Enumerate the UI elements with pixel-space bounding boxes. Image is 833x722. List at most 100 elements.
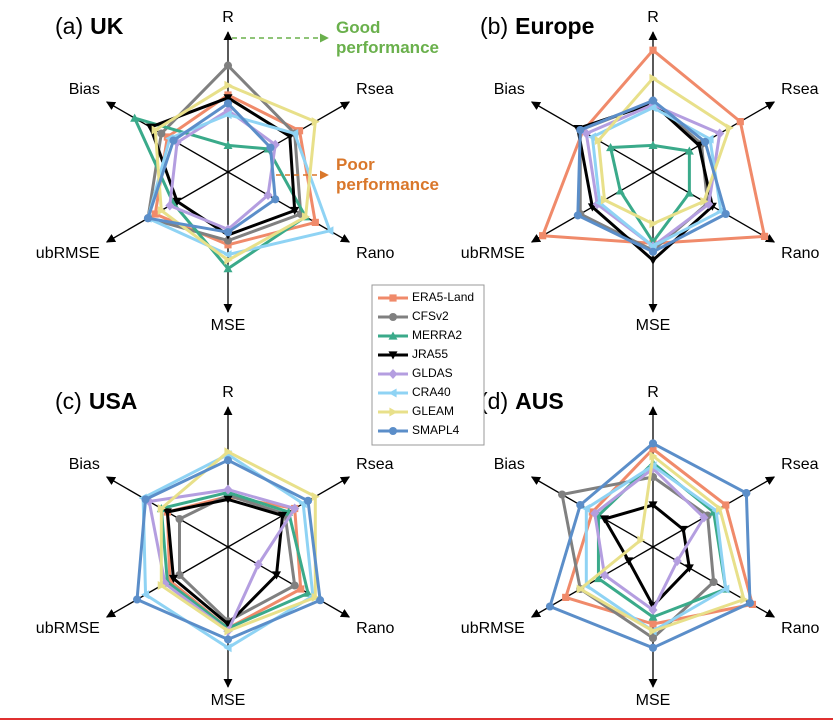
panel-name: AUS [515, 388, 564, 414]
axis-label: Rsea [781, 456, 818, 473]
data-point [297, 585, 305, 593]
axis-label: ubRMSE [36, 620, 100, 637]
data-point [316, 596, 325, 605]
annotation: Good performance [336, 18, 439, 57]
data-point [223, 110, 232, 120]
legend-marker [389, 407, 398, 417]
data-point [587, 132, 596, 142]
data-point [295, 127, 304, 135]
axis-label: Bias [494, 81, 525, 98]
panel-label: (a) [55, 13, 83, 39]
data-point [145, 123, 155, 132]
data-point [168, 574, 178, 583]
data-point [141, 590, 150, 600]
panel-label: (c) [55, 388, 82, 414]
data-point [576, 125, 585, 135]
data-point [694, 141, 704, 150]
axis-label: R [647, 9, 659, 26]
axis-label: R [647, 384, 659, 401]
data-point [648, 103, 657, 113]
data-point [721, 584, 730, 594]
data-point [684, 564, 694, 573]
data-point [558, 490, 567, 499]
data-point [223, 620, 233, 629]
legend-marker [388, 331, 398, 340]
data-point [615, 186, 625, 195]
axis-label: MSE [211, 317, 246, 334]
axis-label: Bias [494, 456, 525, 473]
data-point [649, 451, 658, 461]
annotation: Poor performance [336, 155, 439, 194]
data-point [648, 439, 658, 448]
axis-label: MSE [211, 692, 246, 709]
axis-label: Rano [356, 620, 394, 637]
axis-label: MSE [636, 317, 671, 334]
data-point [290, 206, 300, 215]
data-point [151, 125, 160, 135]
panel-name: Europe [515, 13, 594, 39]
data-point [311, 117, 320, 127]
data-point [576, 500, 585, 510]
data-point [223, 61, 233, 70]
panel-name: USA [89, 388, 138, 414]
axis-label: Rano [781, 245, 819, 262]
data-point [701, 137, 710, 146]
data-point [716, 504, 725, 513]
data-point [166, 577, 174, 585]
data-point [624, 557, 634, 566]
legend-label: GLEAM [412, 404, 454, 418]
legend-marker [388, 426, 398, 436]
data-point [715, 128, 725, 139]
axis-label: Rsea [781, 81, 818, 98]
legend-label: SMAPL4 [412, 423, 460, 437]
data-point [157, 129, 166, 138]
data-point [290, 129, 299, 138]
axis-label: Rsea [356, 456, 393, 473]
data-point [684, 146, 694, 155]
data-point [223, 495, 233, 504]
axis-label: Bias [69, 456, 100, 473]
legend-marker [389, 294, 397, 302]
data-point [224, 241, 232, 249]
axis-label: R [222, 384, 234, 401]
data-point [311, 492, 320, 502]
data-point [301, 212, 311, 222]
data-point [539, 232, 547, 240]
data-point [709, 577, 718, 587]
axis-line [227, 546, 351, 618]
legend: ERA5-Land CFSv2 MERRA2 JRA55 GLDAS CRA40 GLEAM… [371, 284, 485, 446]
data-point [576, 584, 585, 594]
data-point [740, 595, 749, 604]
radar-panel: (d) AUS R Rsea Rano MSE ubRMSE Bias [461, 384, 820, 709]
data-point [223, 643, 232, 653]
data-point [175, 570, 184, 580]
data-point [157, 504, 166, 513]
series-line [146, 64, 303, 243]
radar-panel: (c) USA R Rsea Rano MSE ubRMSE Bias [36, 384, 395, 709]
panel-title: (d) AUS [480, 388, 564, 414]
data-point [581, 128, 591, 139]
radar-panel: (a) UK R Rsea Rano MSE ubRMSE Bias [36, 9, 395, 334]
data-point [649, 219, 658, 229]
legend-label: CFSv2 [412, 309, 449, 323]
data-point [672, 556, 682, 566]
data-point [725, 123, 734, 133]
data-point [165, 200, 175, 211]
data-point [648, 501, 658, 510]
data-point [649, 626, 658, 636]
legend-marker [388, 351, 398, 360]
data-point [290, 581, 299, 590]
legend-label: GLDAS [412, 366, 453, 380]
data-point [648, 140, 658, 149]
data-point [699, 512, 709, 523]
data-point [581, 504, 590, 513]
data-point [224, 626, 233, 636]
data-point [162, 508, 172, 517]
data-point [223, 250, 232, 260]
panel-title: (c) USA [55, 388, 137, 414]
data-point [649, 73, 658, 83]
legend-marker [388, 388, 397, 398]
data-point [705, 134, 714, 144]
data-point [172, 197, 182, 206]
data-point [223, 264, 233, 273]
